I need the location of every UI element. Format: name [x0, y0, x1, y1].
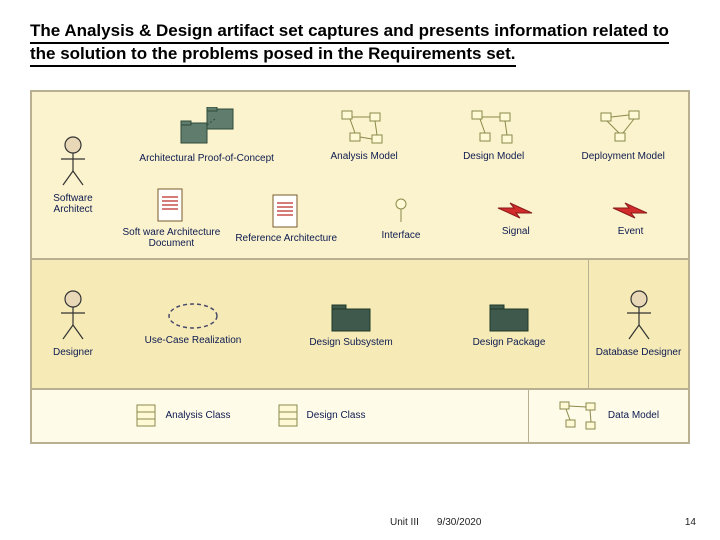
cell-poc: Architectural Proof-of-Concept — [114, 92, 299, 179]
cell-deploy-model: Deployment Model — [558, 92, 688, 179]
doc-icon — [271, 193, 301, 229]
actor-label: Database Designer — [596, 347, 682, 358]
folder-icon — [488, 299, 530, 333]
actor-label: Designer — [53, 347, 93, 358]
cell-sad: Soft ware Architecture Document — [114, 179, 229, 258]
doc-icon — [156, 187, 186, 223]
actor-designer: Designer — [32, 260, 114, 388]
panel-designer: Designer Use-Case Realization Design Sub… — [31, 259, 689, 389]
cell-interface: Interface — [344, 179, 459, 258]
zig-arrow-icon — [611, 200, 651, 222]
zig-arrow-icon — [496, 200, 536, 222]
label: Reference Architecture — [235, 233, 337, 244]
lollipop-icon — [386, 196, 416, 226]
dashed-oval-icon — [165, 301, 221, 331]
actor-label: Software Architect — [38, 193, 108, 215]
header: The Analysis & Design artifact set captu… — [0, 0, 720, 76]
footer-unit: Unit III — [390, 517, 419, 528]
cell-refarch: Reference Architecture — [229, 179, 344, 258]
label: Use-Case Realization — [145, 335, 242, 346]
footer-page: 14 — [685, 517, 696, 528]
footer-date: 9/30/2020 — [437, 517, 482, 528]
label: Analysis Model — [330, 151, 397, 162]
label: Interface — [382, 230, 421, 241]
diagram: Software Architect Architectural Proof-o… — [30, 90, 690, 444]
label: Deployment Model — [582, 151, 665, 162]
cell-analysis-model: Analysis Model — [299, 92, 429, 179]
actor-icon — [56, 135, 90, 187]
label: Soft ware Architecture Document — [116, 227, 227, 249]
actor-db-designer: Database Designer — [588, 260, 688, 388]
spacer — [390, 390, 528, 442]
graph-icon — [558, 400, 600, 432]
folder-icon — [330, 299, 372, 333]
folder-multi-icon — [177, 107, 237, 149]
label: Design Model — [463, 151, 524, 162]
actor-icon — [622, 289, 656, 341]
panel-architect: Software Architect Architectural Proof-o… — [31, 91, 689, 259]
label: Analysis Class — [165, 410, 230, 421]
graph-icon — [470, 109, 518, 147]
graph-icon — [599, 109, 647, 147]
actor-icon — [56, 289, 90, 341]
footer: Unit III 9/30/2020 14 — [0, 517, 720, 528]
cell-subsystem: Design Subsystem — [272, 260, 430, 388]
cell-analysis-class: Analysis Class — [114, 390, 252, 442]
graph-icon — [340, 109, 388, 147]
label: Design Package — [473, 337, 546, 348]
class-icon — [277, 403, 299, 429]
cell-package: Design Package — [430, 260, 588, 388]
label: Event — [618, 226, 644, 237]
cell-signal: Signal — [458, 179, 573, 258]
cell-design-model: Design Model — [429, 92, 559, 179]
cell-design-class: Design Class — [252, 390, 390, 442]
label: Design Subsystem — [309, 337, 392, 348]
cell-usecase-real: Use-Case Realization — [114, 260, 272, 388]
header-text: The Analysis & Design artifact set captu… — [30, 21, 669, 67]
panel-classes: Analysis Class Design Class — [31, 389, 689, 443]
label: Design Class — [307, 410, 366, 421]
cell-data-model: Data Model — [528, 390, 688, 442]
class-icon — [135, 403, 157, 429]
label: Signal — [502, 226, 530, 237]
actor-architect: Software Architect — [32, 92, 114, 258]
label: Architectural Proof-of-Concept — [139, 153, 274, 164]
label: Data Model — [608, 410, 659, 421]
cell-event: Event — [573, 179, 688, 258]
spacer — [32, 390, 114, 442]
